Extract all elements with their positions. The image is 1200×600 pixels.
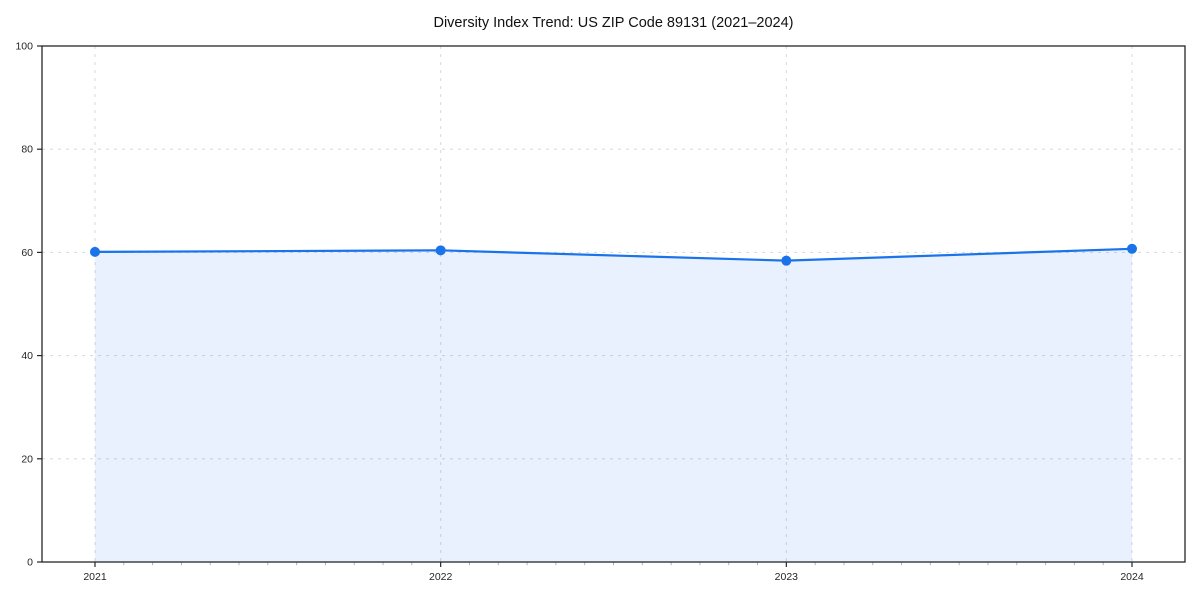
plot-border [41, 45, 1186, 563]
y-axis-tick-label: 100 [15, 40, 33, 52]
area-fill [95, 248, 1132, 562]
y-axis-tick-label: 0 [27, 556, 33, 568]
y-axis-tick-label: 40 [21, 350, 33, 362]
y-axis-tick-label: 20 [21, 453, 33, 465]
data-point-marker [1127, 243, 1137, 254]
chart-title: Diversity Index Trend: US ZIP Code 89131… [433, 15, 794, 31]
y-axis-tick-label: 80 [21, 144, 33, 156]
data-point-marker [90, 246, 100, 257]
x-axis-tick-label: 2021 [83, 571, 107, 583]
x-axis-tick-label: 2023 [775, 571, 799, 583]
data-point-marker [435, 245, 446, 256]
x-axis-tick-label: 2024 [1120, 571, 1144, 583]
y-axis-tick-label: 60 [21, 247, 33, 259]
trend-line [93, 247, 1134, 262]
x-axis-tick-label: 2022 [429, 571, 453, 583]
data-point-marker [781, 255, 792, 266]
